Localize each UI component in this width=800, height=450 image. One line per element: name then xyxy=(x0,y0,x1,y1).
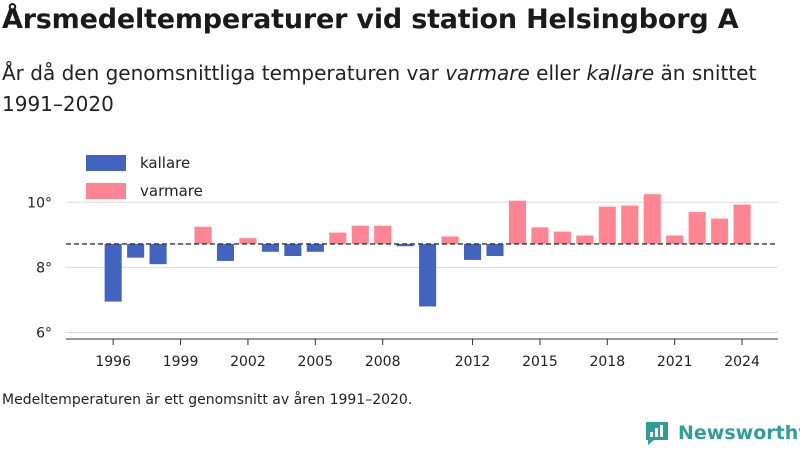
subtitle-text: eller xyxy=(529,61,587,85)
bar-warmer xyxy=(621,205,639,244)
bar-warmer xyxy=(688,212,706,244)
bar-warmer xyxy=(351,225,369,244)
brand-name: Newsworthy xyxy=(678,422,800,444)
x-tick-label: 2018 xyxy=(589,354,625,370)
legend-label: varmare xyxy=(140,182,203,200)
x-tick-label: 2015 xyxy=(522,354,558,370)
brand-logo: Newsworthy xyxy=(644,420,800,446)
bar-colder xyxy=(261,243,279,252)
bar-warmer xyxy=(711,218,729,244)
subtitle-text: År då den genomsnittliga temperaturen va… xyxy=(2,61,446,85)
x-tick-label: 2012 xyxy=(455,354,491,370)
subtitle-emphasis-colder: kallare xyxy=(586,61,655,85)
bar-warmer xyxy=(666,235,684,244)
legend-swatch xyxy=(86,183,126,199)
bar-warmer xyxy=(329,232,347,244)
bar-warmer xyxy=(553,231,571,244)
bar-warmer xyxy=(531,227,549,244)
bar-warmer xyxy=(374,225,392,244)
bar-colder xyxy=(149,243,167,265)
bar-warmer xyxy=(441,236,459,244)
legend-label: kallare xyxy=(140,154,190,172)
bar-colder xyxy=(486,243,504,257)
bar-warmer xyxy=(576,235,594,244)
x-tick-label: 2008 xyxy=(365,354,401,370)
bar-colder xyxy=(284,243,302,257)
y-tick-label: 6° xyxy=(36,325,52,341)
legend-swatch xyxy=(86,155,126,171)
bar-colder xyxy=(419,243,437,307)
axes: 6° 8° 10° 1996 1999 2002 2005 2008 2012 2015 2018 2… xyxy=(27,195,778,370)
bar-colder xyxy=(464,243,482,260)
bar-colder xyxy=(396,243,414,247)
bar-warmer xyxy=(598,206,616,244)
y-tick-label: 8° xyxy=(36,260,52,276)
newsworthy-logo-icon xyxy=(646,422,668,445)
subtitle-emphasis-warmer: varmare xyxy=(445,61,530,85)
bar-colder xyxy=(127,243,145,258)
bar-warmer xyxy=(643,194,661,244)
x-tick-label: 2024 xyxy=(724,354,760,370)
x-tick-label: 2021 xyxy=(657,354,693,370)
y-tick-label: 10° xyxy=(27,195,52,211)
bar-warmer xyxy=(239,238,257,244)
bar-colder xyxy=(216,243,235,261)
bar-warmer xyxy=(733,204,751,244)
x-tick-label: 2002 xyxy=(230,354,266,370)
chart-title: Årsmedeltemperaturer vid station Helsing… xyxy=(2,4,739,35)
x-tick-label: 1996 xyxy=(95,354,131,370)
chart-subtitle: År då den genomsnittliga temperaturen va… xyxy=(2,58,782,120)
x-tick-label: 1999 xyxy=(163,354,199,370)
footnote: Medeltemperaturen är ett genomsnitt av å… xyxy=(2,392,413,408)
subtitle-text: än snittet 1991–2020 xyxy=(2,61,757,116)
legend: kallare varmare xyxy=(86,154,203,200)
x-tick-label: 2005 xyxy=(297,354,333,370)
bars xyxy=(104,194,751,307)
bar-colder xyxy=(306,243,324,252)
bar-warmer xyxy=(508,200,526,244)
bar-warmer xyxy=(194,226,212,244)
bar-colder xyxy=(104,243,122,302)
